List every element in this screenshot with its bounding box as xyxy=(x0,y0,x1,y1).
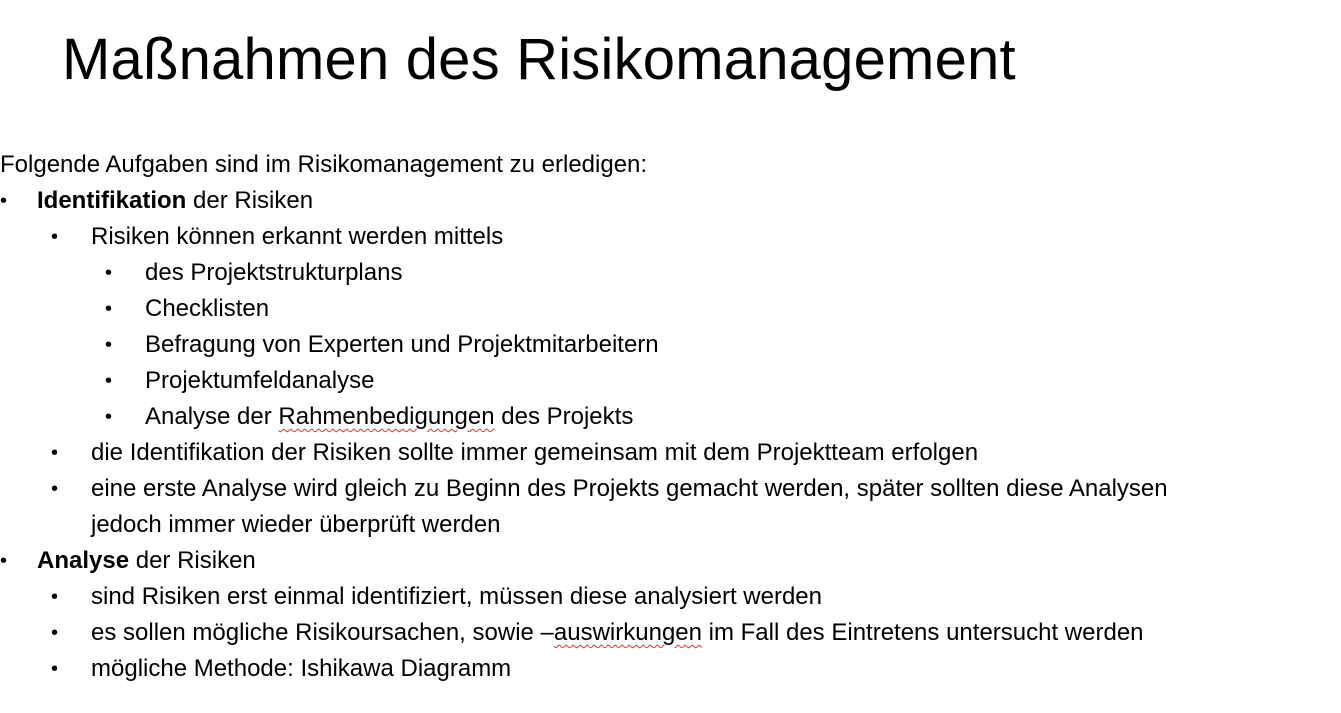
bullet-dot: • xyxy=(105,406,113,428)
bullet-text: eine erste Analyse wird gleich zu Beginn… xyxy=(91,475,1168,502)
bullet-text: es sollen mögliche Risikoursachen, sowie… xyxy=(91,615,1144,651)
method-bullet: • Analyse der Rahmenbedigungen des Proje… xyxy=(0,399,1341,435)
bullet-text: Identifikation der Risiken xyxy=(37,183,313,219)
bullet-text: Befragung von Experten und Projektmitarb… xyxy=(145,331,659,358)
bullet-text: Analyse der Risiken xyxy=(37,543,256,579)
sub-bullet: • sind Risiken erst einmal identifiziert… xyxy=(0,579,1341,615)
sub-bullet: • mögliche Methode: Ishikawa Diagramm xyxy=(0,651,1341,687)
bullet-dot: • xyxy=(105,370,113,392)
text-part: Analyse der xyxy=(145,403,279,430)
bullet-text: Analyse der Rahmenbedigungen des Projekt… xyxy=(145,399,633,435)
bullet-text: sind Risiken erst einmal identifiziert, … xyxy=(91,583,822,610)
bold-label: Identifikation xyxy=(37,187,187,214)
bullet-dot: • xyxy=(51,226,59,248)
intro-line: Folgende Aufgaben sind im Risikomanageme… xyxy=(0,147,1341,183)
method-bullet: • des Projektstrukturplans xyxy=(0,255,1341,291)
bullet-dot: • xyxy=(51,478,59,500)
bullet-identification: • Identifikation der Risiken xyxy=(0,183,1341,219)
text-part: im Fall des Eintretens untersucht werden xyxy=(701,619,1144,646)
method-bullet: • Checklisten xyxy=(0,291,1341,327)
bullet-dot: • xyxy=(51,658,59,680)
bullet-dot: • xyxy=(51,586,59,608)
sub-bullet: • Risiken können erkannt werden mittels xyxy=(0,219,1341,255)
bullet-text: Risiken können erkannt werden mittels xyxy=(91,223,504,250)
bullet-text: jedoch immer wieder überprüft werden xyxy=(91,511,501,538)
bullet-dot: • xyxy=(51,622,59,644)
bullet-text: Checklisten xyxy=(145,295,270,322)
method-bullet: • Befragung von Experten und Projektmita… xyxy=(0,327,1341,363)
slide-title: Maßnahmen des Risikomanagement xyxy=(62,27,1016,92)
spellcheck-flagged-word[interactable]: Rahmenbedigungen xyxy=(278,403,495,430)
bullet-text: die Identifikation der Risiken sollte im… xyxy=(91,439,979,466)
sub-bullet: • es sollen mögliche Risikoursachen, sow… xyxy=(0,615,1341,651)
bullet-dot: • xyxy=(105,262,113,284)
label-rest: der Risiken xyxy=(186,187,314,214)
bullet-text: Projektumfeldanalyse xyxy=(145,367,375,394)
bullet-dot: • xyxy=(0,190,8,212)
bold-label: Analyse xyxy=(37,547,130,574)
spellcheck-flagged-word[interactable]: auswirkungen xyxy=(553,619,702,646)
text-part: des Projekts xyxy=(494,403,634,430)
intro-text: Folgende Aufgaben sind im Risikomanageme… xyxy=(0,151,648,178)
bullet-dot: • xyxy=(105,298,113,320)
bullet-dot: • xyxy=(51,442,59,464)
sub-bullet-continuation: jedoch immer wieder überprüft werden xyxy=(0,507,1341,543)
bullet-dot: • xyxy=(0,550,8,572)
method-bullet: • Projektumfeldanalyse xyxy=(0,363,1341,399)
sub-bullet: • eine erste Analyse wird gleich zu Begi… xyxy=(0,471,1341,507)
sub-bullet: • die Identifikation der Risiken sollte … xyxy=(0,435,1341,471)
bullet-text: mögliche Methode: Ishikawa Diagramm xyxy=(91,655,512,682)
bullet-analysis: • Analyse der Risiken xyxy=(0,543,1341,579)
text-part: es sollen mögliche Risikoursachen, sowie… xyxy=(91,619,554,646)
bullet-text: des Projektstrukturplans xyxy=(145,259,403,286)
slide-body: Folgende Aufgaben sind im Risikomanageme… xyxy=(0,147,1341,687)
bullet-dot: • xyxy=(105,334,113,356)
label-rest: der Risiken xyxy=(129,547,256,574)
